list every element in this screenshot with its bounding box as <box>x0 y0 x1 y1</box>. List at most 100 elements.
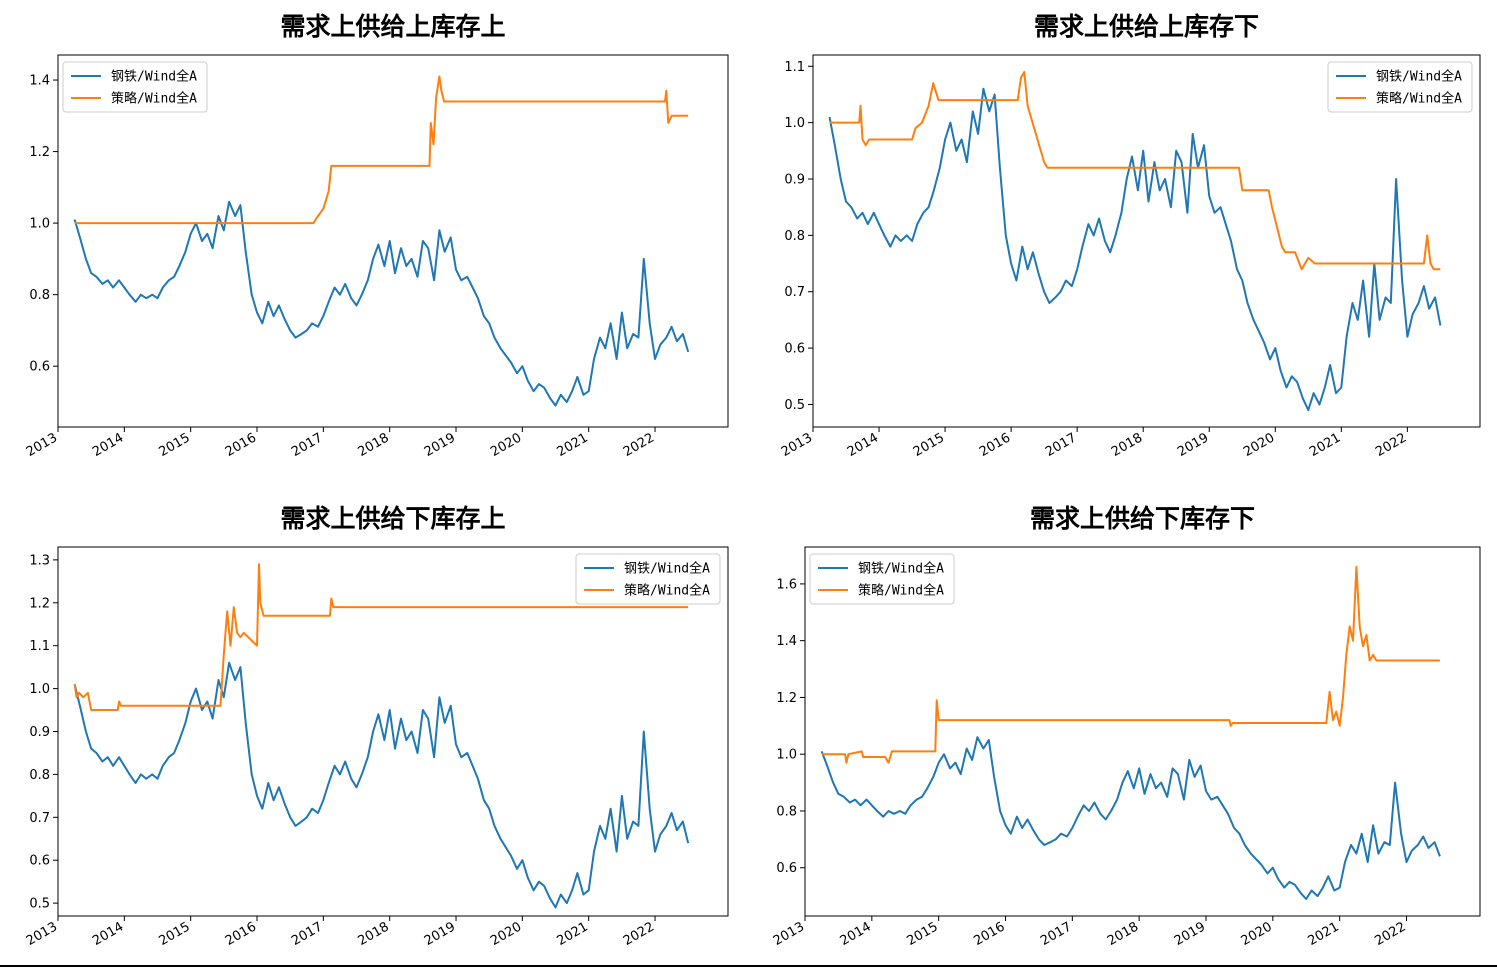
y-tick-label: 1.0 <box>776 748 797 763</box>
y-tick-label: 1.0 <box>29 682 50 697</box>
x-tick-label: 2015 <box>157 430 193 460</box>
y-tick-label: 0.5 <box>784 398 805 413</box>
x-tick-label: 2014 <box>90 919 126 949</box>
chart-2-title: 需求上供给上库存下 <box>1034 12 1259 41</box>
chart-3-svg: 需求上供给下库存上 0.5 0.6 0.7 0.8 0.9 1.0 1.1 1.2 1.3 2013… <box>24 504 729 949</box>
x-tick-label: 2017 <box>1038 919 1074 949</box>
y-tick-label: 1.2 <box>29 145 50 160</box>
y-tick-label: 1.1 <box>784 60 805 75</box>
y-tick-label: 0.8 <box>776 804 797 819</box>
x-tick-label: 2022 <box>621 430 657 460</box>
legend-label-steel: 钢铁/Wind全A <box>111 69 197 85</box>
y-tick-label: 0.6 <box>784 342 805 357</box>
x-tick-label: 2016 <box>977 430 1013 460</box>
y-tick-label: 1.3 <box>29 553 50 568</box>
legend-box <box>809 553 955 605</box>
x-tick-label: 2022 <box>1372 919 1408 949</box>
chart-2-series-steel-line <box>828 87 1442 412</box>
x-tick-label: 2015 <box>905 919 941 949</box>
chart-4-svg: 需求上供给下库存下 0.6 0.8 1.0 1.2 1.4 1.6 2013 2014 2015 2… <box>771 504 1481 949</box>
legend-label-strategy: 策略/Wind全A <box>1376 91 1462 107</box>
x-tick-label: 2019 <box>1172 919 1208 949</box>
y-tick-label: 1.2 <box>776 691 797 706</box>
x-tick-label: 2015 <box>911 430 947 460</box>
legend-label-steel: 钢铁/Wind全A <box>858 561 944 577</box>
x-tick-label: 2018 <box>1105 919 1141 949</box>
y-tick-label: 0.7 <box>29 811 50 826</box>
chart-1-title: 需求上供给上库存上 <box>280 12 505 41</box>
x-tick-label: 2013 <box>24 430 60 460</box>
y-tick-label: 0.8 <box>29 288 50 303</box>
y-tick-label: 1.2 <box>29 596 50 611</box>
x-tick-label: 2021 <box>555 430 591 460</box>
chart-2-svg: 需求上供给上库存下 0.5 0.6 0.7 0.8 0.9 1.0 1.1 2013 2014 20… <box>779 12 1481 460</box>
x-tick-label: 2014 <box>845 430 881 460</box>
x-tick-label: 2021 <box>1307 430 1343 460</box>
y-tick-label: 1.0 <box>784 116 805 131</box>
x-tick-label: 2017 <box>289 430 325 460</box>
chart-panel-1: 需求上供给上库存上 0.6 0.8 1.0 1.2 1.4 2013 2014 2015 2016… <box>0 0 748 480</box>
x-tick-label: 2016 <box>223 919 259 949</box>
x-tick-label: 2020 <box>488 430 524 460</box>
chart-4-series-strategy-line <box>821 565 1440 764</box>
x-tick-label: 2014 <box>90 430 126 460</box>
bottom-divider <box>0 965 1497 967</box>
legend-label-strategy: 策略/Wind全A <box>858 583 944 599</box>
chart-2-series-strategy-line <box>829 70 1441 271</box>
y-tick-label: 0.6 <box>776 861 797 876</box>
x-tick-label: 2021 <box>555 919 591 949</box>
x-tick-label: 2022 <box>1373 430 1409 460</box>
y-tick-label: 0.9 <box>784 173 805 188</box>
chart-3-title: 需求上供给下库存上 <box>280 504 505 533</box>
x-tick-label: 2019 <box>422 919 458 949</box>
y-tick-label: 1.6 <box>776 577 797 592</box>
chart-1-series-steel-line <box>73 200 690 407</box>
y-tick-label: 0.5 <box>29 897 50 912</box>
chart-4-series-steel-line <box>820 736 1441 900</box>
legend-label-strategy: 策略/Wind全A <box>111 91 197 107</box>
legend-box <box>575 553 721 605</box>
chart-2-legend: 钢铁/Wind全A 策略/Wind全A <box>1327 61 1473 113</box>
chart-1-svg: 需求上供给上库存上 0.6 0.8 1.0 1.2 1.4 2013 2014 2015 2016… <box>24 12 729 460</box>
x-tick-label: 2019 <box>422 430 458 460</box>
y-tick-label: 0.6 <box>29 360 50 375</box>
x-tick-label: 2020 <box>1241 430 1277 460</box>
x-tick-label: 2018 <box>356 919 392 949</box>
chart-4-axes-frame <box>804 546 1481 917</box>
chart-1-legend: 钢铁/Wind全A 策略/Wind全A <box>62 61 208 113</box>
x-tick-label: 2013 <box>771 919 807 949</box>
x-tick-label: 2015 <box>157 919 193 949</box>
x-tick-label: 2018 <box>356 430 392 460</box>
chart-1-series-strategy-line <box>74 75 689 225</box>
legend-box <box>62 61 208 113</box>
legend-label-strategy: 策略/Wind全A <box>624 583 710 599</box>
x-tick-label: 2019 <box>1175 430 1211 460</box>
chart-2-axes-frame <box>812 54 1481 428</box>
chart-3-legend: 钢铁/Wind全A 策略/Wind全A <box>575 553 721 605</box>
y-tick-label: 0.8 <box>784 229 805 244</box>
chart-4-title: 需求上供给下库存下 <box>1030 504 1255 533</box>
legend-box <box>1327 61 1473 113</box>
x-tick-label: 2013 <box>779 430 815 460</box>
y-tick-label: 0.8 <box>29 768 50 783</box>
y-tick-label: 0.9 <box>29 725 50 740</box>
x-tick-label: 2021 <box>1305 919 1341 949</box>
y-tick-label: 0.7 <box>784 285 805 300</box>
y-tick-label: 1.4 <box>776 634 797 649</box>
x-tick-label: 2020 <box>1239 919 1275 949</box>
x-tick-label: 2016 <box>971 919 1007 949</box>
x-tick-label: 2017 <box>289 919 325 949</box>
x-tick-label: 2020 <box>488 919 524 949</box>
x-tick-label: 2016 <box>223 430 259 460</box>
x-tick-label: 2018 <box>1109 430 1145 460</box>
y-tick-label: 1.1 <box>29 639 50 654</box>
legend-label-steel: 钢铁/Wind全A <box>624 561 710 577</box>
legend-label-steel: 钢铁/Wind全A <box>1376 69 1462 85</box>
x-tick-label: 2013 <box>24 919 60 949</box>
y-tick-label: 1.4 <box>29 74 50 89</box>
chart-panel-4: 需求上供给下库存下 0.6 0.8 1.0 1.2 1.4 1.6 2013 2014 2015 2… <box>748 484 1497 965</box>
chart-3-series-strategy-line <box>73 563 689 711</box>
chart-4-legend: 钢铁/Wind全A 策略/Wind全A <box>809 553 955 605</box>
x-tick-label: 2022 <box>621 919 657 949</box>
x-tick-label: 2014 <box>838 919 874 949</box>
